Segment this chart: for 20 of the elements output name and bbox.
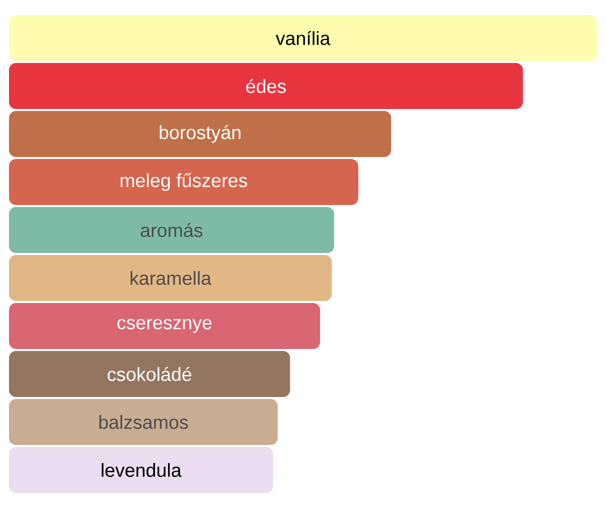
y-tick-label: balzsamos [99,415,188,429]
bar [9,158,358,206]
y-tick-label: aromás [140,222,202,238]
y-tick-label: édes [246,78,286,94]
bar [9,350,290,398]
bar [9,206,334,254]
y-tick-label: levendula [102,463,182,477]
bar [9,398,278,446]
bar [9,302,320,350]
y-tick-label: vanília [276,30,330,46]
y-tick-label: csokoládé [108,366,192,382]
bar [9,14,598,62]
y-tick-label: karamella [130,271,212,285]
y-tick-label: meleg fűszeres [120,173,248,191]
y-tick-label: borostyán [160,125,240,143]
bar [9,446,274,494]
bar [9,62,523,110]
y-tick-label: cseresznye [117,318,212,334]
bar [9,254,332,302]
bar [9,110,392,158]
